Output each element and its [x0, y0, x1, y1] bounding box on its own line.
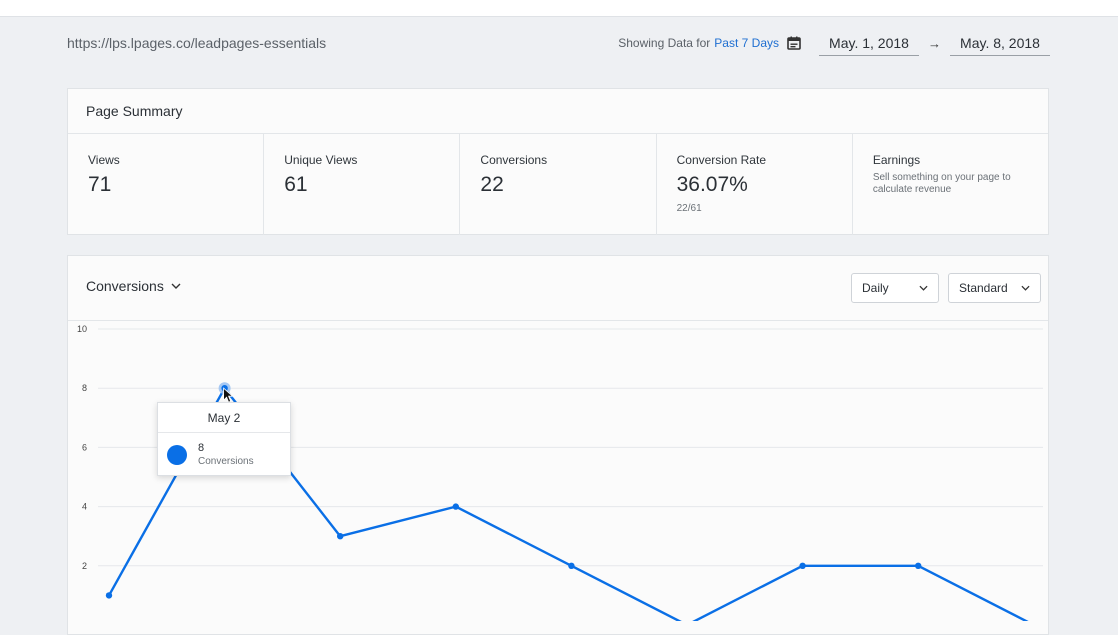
page-summary-card: Page Summary Views 71 Unique Views 61 Co…	[67, 88, 1049, 235]
chevron-down-icon	[1021, 285, 1030, 291]
tooltip-date: May 2	[158, 403, 290, 433]
y-tick-label: 10	[77, 324, 87, 334]
data-point	[452, 503, 459, 510]
data-point	[221, 385, 228, 392]
interval-value: Daily	[862, 281, 889, 295]
y-tick-label: 8	[82, 383, 87, 393]
metric-unique-views: Unique Views 61	[264, 134, 461, 235]
page-summary-title: Page Summary	[68, 89, 1048, 134]
interval-select[interactable]: Daily	[851, 273, 939, 303]
chevron-down-icon	[171, 283, 181, 289]
page-url[interactable]: https://lps.lpages.co/leadpages-essentia…	[67, 35, 327, 51]
metric-value: 22	[480, 173, 504, 196]
showing-data-label: Showing Data for	[618, 36, 711, 50]
calendar-icon[interactable]	[787, 36, 801, 50]
data-point	[568, 562, 575, 569]
metric-views: Views 71	[68, 134, 265, 235]
metric-value: 36.07%	[676, 173, 748, 196]
start-date-field[interactable]: May. 1, 2018	[819, 31, 919, 56]
mode-select[interactable]: Standard	[948, 273, 1041, 303]
metric-value: 61	[284, 173, 308, 196]
metric-label: Conversion Rate	[676, 153, 766, 167]
mode-value: Standard	[959, 281, 1008, 295]
tooltip-label: Conversions	[198, 456, 254, 467]
y-tick-label: 6	[82, 442, 87, 452]
mouse-cursor-icon	[223, 387, 234, 403]
data-point	[915, 562, 922, 569]
metric-conversion-rate: Conversion Rate 36.07% 22/61	[657, 134, 853, 235]
metric-label: Unique Views	[284, 153, 358, 167]
chart-title: Conversions	[86, 278, 164, 294]
data-point	[105, 592, 113, 599]
chart-tooltip: May 2 8 Conversions	[157, 402, 291, 476]
date-range-bar: Showing Data for Past 7 Days May. 1, 201…	[618, 30, 1050, 56]
chevron-down-icon	[919, 285, 928, 291]
chart-metric-dropdown[interactable]: Conversions	[86, 278, 181, 294]
metric-earnings: Earnings Sell something on your page to …	[853, 134, 1048, 235]
metric-conversions: Conversions 22	[460, 134, 657, 235]
series-color-dot	[167, 445, 187, 465]
metric-label: Views	[88, 153, 120, 167]
data-point	[799, 562, 806, 569]
y-tick-label: 4	[82, 502, 87, 512]
top-bar	[0, 0, 1118, 17]
metric-label: Conversions	[480, 153, 548, 167]
metric-label: Earnings	[872, 153, 921, 167]
data-point	[337, 533, 344, 540]
arrow-right-icon: →	[928, 35, 941, 51]
metric-value: 71	[88, 173, 112, 196]
metric-note: Sell something on your page to calculate…	[872, 172, 1011, 195]
y-tick-label: 2	[82, 561, 87, 571]
end-date-field[interactable]: May. 8, 2018	[950, 31, 1050, 56]
range-preset-link[interactable]: Past 7 Days	[714, 36, 779, 50]
metric-sub: 22/61	[676, 203, 702, 214]
tooltip-value: 8	[198, 442, 205, 454]
